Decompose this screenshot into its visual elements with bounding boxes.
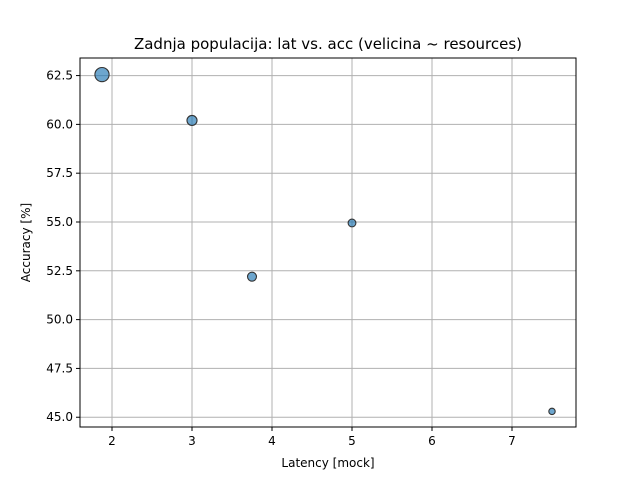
data-points [94, 66, 556, 416]
y-tick-label: 57.5 [46, 166, 73, 180]
x-axis-label: Latency [mock] [281, 456, 374, 470]
scatter-point [186, 114, 198, 127]
plot-frame [79, 57, 577, 428]
y-tick-label: 52.5 [46, 264, 73, 278]
grid [80, 58, 576, 427]
y-tick-label: 50.0 [46, 313, 73, 327]
y-tick-label: 55.0 [46, 215, 73, 229]
x-tick-label: 5 [348, 434, 356, 448]
x-tick-label: 7 [508, 434, 516, 448]
y-tick-label: 60.0 [46, 117, 73, 131]
y-axis-ticks: 45.0 47.5 50.0 52.5 55.0 57.5 60.0 62.5 [46, 69, 80, 424]
scatter-point [246, 271, 258, 282]
chart-title: Zadnja populacija: lat vs. acc (velicina… [134, 35, 522, 53]
scatter-point [548, 407, 556, 416]
y-tick-label: 62.5 [46, 69, 73, 83]
y-tick-label: 47.5 [46, 361, 73, 375]
x-tick-label: 3 [188, 434, 196, 448]
x-axis-ticks: 2 3 4 5 6 7 [108, 427, 516, 448]
scatter-point [347, 218, 357, 228]
x-tick-label: 4 [268, 434, 276, 448]
x-tick-label: 2 [108, 434, 116, 448]
scatter-point [94, 66, 110, 83]
x-tick-label: 6 [428, 434, 436, 448]
y-axis-label: Accuracy [%] [19, 203, 33, 282]
y-tick-label: 45.0 [46, 410, 73, 424]
